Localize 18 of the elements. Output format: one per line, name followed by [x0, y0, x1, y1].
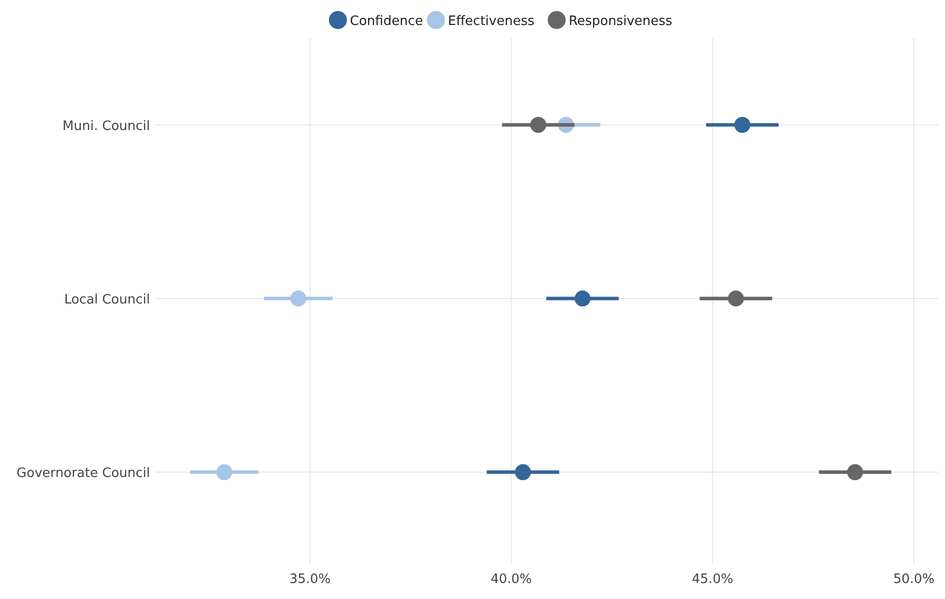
point [290, 290, 306, 306]
x-tick-label: 35.0% [289, 572, 331, 587]
point [216, 464, 232, 480]
point [574, 290, 591, 306]
point [530, 116, 546, 133]
point [734, 116, 750, 133]
legend-label: Effectiveness [448, 14, 535, 29]
y-tick-label: Local Council [64, 292, 150, 308]
x-tick-label: 50.0% [893, 572, 934, 587]
x-tick-label: 45.0% [692, 572, 734, 587]
point [728, 290, 744, 306]
legend-label: Responsiveness [568, 14, 672, 29]
point [847, 464, 864, 480]
y-tick-label: Muni. Council [62, 118, 150, 134]
point [514, 464, 531, 480]
legend-label: Confidence [350, 14, 423, 29]
x-tick-label: 40.0% [490, 572, 532, 587]
y-tick-label: Governorate Council [16, 466, 150, 482]
